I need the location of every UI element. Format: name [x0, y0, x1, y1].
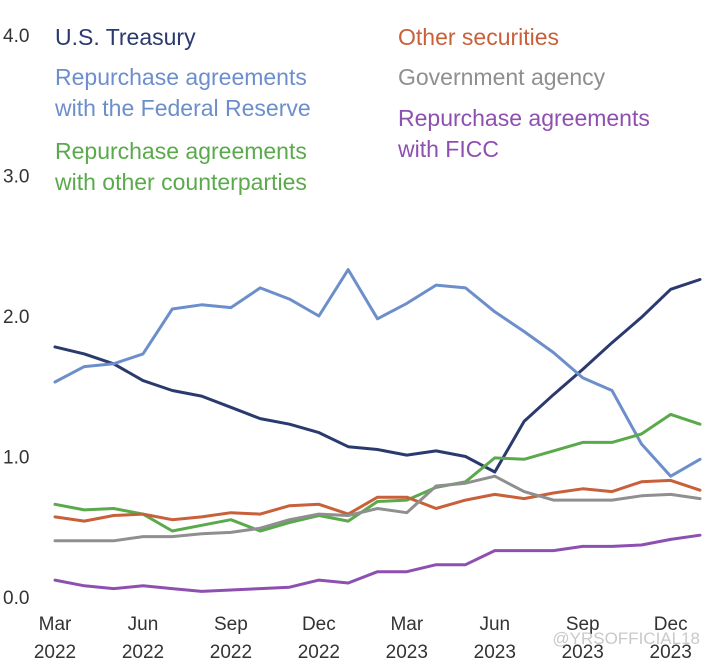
x-tick-year: 2023 [562, 642, 604, 663]
legend-entry: Other securities [398, 24, 559, 50]
x-tick-month: Jun [128, 614, 159, 635]
y-tick-label: 3.0 [3, 167, 29, 188]
series-lines [53, 268, 702, 593]
x-tick-year: 2022 [122, 642, 164, 663]
x-axis-ticks: Mar 2022 Jun 2022 Sep 2022 Dec 2022 Mar 2023 Jun 20… [34, 614, 692, 663]
legend-entry: Government agency [398, 64, 606, 90]
x-tick-year: 2023 [650, 642, 692, 663]
legend-entry: Repurchase agreements [398, 105, 650, 131]
x-tick-year: 2023 [474, 642, 516, 663]
legend: U.S. Treasury Repurchase agreements with t… [54, 24, 650, 195]
legend-entry: with other counterparties [54, 169, 307, 195]
watermark: @YRSOFFICIAL18 [552, 629, 700, 648]
legend-entry: with the Federal Reserve [54, 95, 311, 121]
series-line-repurchase-agreements-with-the-federal-reserve [53, 268, 702, 478]
legend-entry: Repurchase agreements [55, 64, 307, 90]
series-line-u-s-treasury [53, 278, 702, 474]
x-tick-month: Sep [214, 614, 248, 635]
x-tick-month: Sep [566, 614, 600, 635]
x-tick-year: 2022 [210, 642, 252, 663]
series-line-government-agency [53, 474, 702, 543]
series-line-repurchase-agreements-with-other-counterparties [53, 412, 702, 533]
x-tick-month: Jun [479, 614, 510, 635]
x-tick-month: Mar [39, 614, 72, 635]
x-tick-month: Mar [390, 614, 423, 635]
series-line-repurchase-agreements-with-ficc [53, 533, 702, 593]
series-line-other-securities [53, 478, 702, 523]
legend-entry: Repurchase agreements [55, 138, 307, 164]
y-tick-label: 0.0 [3, 588, 29, 609]
x-tick-year: 2022 [34, 642, 76, 663]
x-tick-year: 2023 [386, 642, 428, 663]
x-tick-year: 2022 [298, 642, 340, 663]
y-tick-label: 4.0 [3, 26, 29, 47]
y-tick-label: 2.0 [3, 307, 29, 328]
y-axis-ticks: 0.0 1.0 2.0 3.0 4.0 [3, 26, 29, 609]
legend-entry: U.S. Treasury [55, 24, 196, 50]
x-tick-month: Dec [654, 614, 688, 635]
x-tick-month: Dec [302, 614, 336, 635]
legend-entry: with FICC [397, 136, 499, 162]
y-tick-label: 1.0 [3, 448, 29, 469]
